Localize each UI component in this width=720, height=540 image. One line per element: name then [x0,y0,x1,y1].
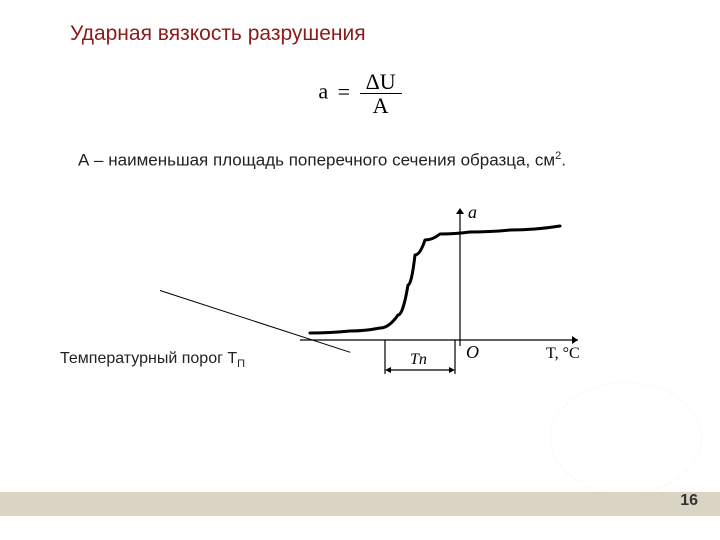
temperature-threshold-label: Температурный порог ТП [60,350,245,370]
slide-title: Ударная вязкость разрушения [70,22,366,46]
pointer-sub: П [237,358,245,370]
footer-bar [0,492,720,516]
svg-text:O: O [466,342,479,362]
university-watermark [550,382,702,494]
formula-num: ΔU [360,70,402,94]
formula-den: A [360,94,402,117]
formula: a = ΔU A [0,70,720,117]
impact-toughness-graph: a O T, °C Tп [280,200,590,390]
footer-spacer [0,516,720,540]
svg-text:Tп: Tп [410,351,427,368]
page-number: 16 [680,492,698,510]
caption-suffix: . [561,151,566,170]
caption-prefix: А – наименьшая площадь поперечного сечен… [78,151,555,170]
formula-lhs: a [318,79,328,104]
formula-eq: = [334,79,354,104]
svg-text:a: a [468,202,477,222]
pointer-prefix: Температурный порог Т [60,350,237,367]
area-caption: А – наименьшая площадь поперечного сечен… [78,150,566,171]
formula-fraction: ΔU A [360,70,402,117]
svg-text:T, °C: T, °C [546,345,580,362]
